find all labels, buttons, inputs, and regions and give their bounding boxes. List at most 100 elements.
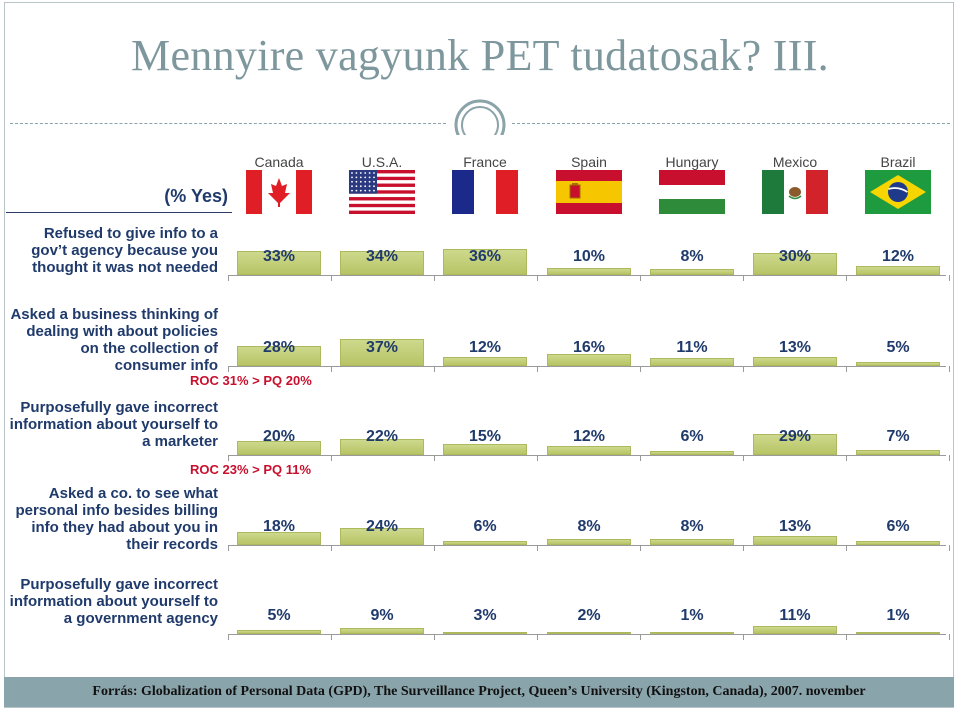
bar	[650, 632, 734, 634]
data-label: 22%	[365, 428, 399, 445]
row-baseline-5	[228, 634, 946, 635]
data-label: 20%	[262, 428, 296, 445]
row-baseline-3	[228, 455, 946, 456]
data-label: 18%	[262, 518, 296, 535]
row-tick	[846, 275, 847, 281]
country-label-4: Spain	[571, 154, 607, 170]
circle-ornament-icon	[452, 95, 508, 135]
data-label: 9%	[370, 607, 394, 624]
row-tick	[743, 634, 744, 640]
data-label: 36%	[468, 248, 502, 265]
bar	[650, 450, 734, 455]
hungary-flag-icon	[659, 170, 725, 214]
bar	[753, 535, 837, 545]
row-baseline-2	[228, 366, 946, 367]
data-label: 12%	[468, 339, 502, 356]
data-label: 12%	[881, 248, 915, 265]
row-tick	[537, 275, 538, 281]
bar	[856, 266, 940, 275]
bar	[443, 540, 527, 545]
brazil-flag-icon	[865, 170, 931, 214]
row-tick	[846, 545, 847, 551]
row-tick	[228, 634, 229, 640]
data-label: 33%	[262, 248, 296, 265]
row-tick	[537, 545, 538, 551]
bar	[547, 632, 631, 634]
usa-flag-icon	[349, 170, 415, 214]
country-label-6: Mexico	[772, 154, 818, 170]
data-label: 11%	[676, 339, 708, 356]
france-flag-icon	[452, 170, 518, 214]
row-tick	[228, 455, 229, 461]
row-baseline-1	[228, 275, 946, 276]
slide-frame	[4, 2, 954, 708]
row-tick	[743, 366, 744, 372]
bar	[547, 267, 631, 275]
data-label: 11%	[779, 607, 811, 624]
title-divider-right	[512, 123, 950, 124]
data-label: 8%	[680, 518, 704, 535]
row-tick	[846, 634, 847, 640]
row-tick	[434, 634, 435, 640]
bar	[753, 434, 837, 455]
question-label-1: Refused to give info to a gov’t agency b…	[31, 225, 218, 276]
bar	[443, 249, 527, 275]
data-label: 6%	[680, 428, 704, 445]
row-tick	[640, 455, 641, 461]
data-label: 29%	[778, 428, 812, 445]
row-tick	[949, 634, 950, 640]
row-tick	[743, 275, 744, 281]
bar	[856, 540, 940, 545]
country-label-2: U.S.A.	[361, 154, 403, 170]
row-baseline-4	[228, 545, 946, 546]
bar	[340, 339, 424, 366]
data-label: 5%	[267, 607, 291, 624]
data-label: 6%	[473, 518, 497, 535]
source-footer: Forrás: Globalization of Personal Data (…	[92, 684, 866, 699]
row-tick	[434, 455, 435, 461]
row-tick	[434, 366, 435, 372]
bar	[547, 446, 631, 455]
annotation-2: ROC 23% > PQ 11%	[190, 462, 312, 477]
country-label-3: France	[463, 154, 507, 170]
data-label: 34%	[365, 248, 399, 265]
row-tick	[434, 545, 435, 551]
data-label: 8%	[577, 518, 601, 535]
bar	[443, 357, 527, 366]
row-tick	[949, 455, 950, 461]
row-tick	[331, 366, 332, 372]
row-tick	[949, 366, 950, 372]
row-tick	[331, 634, 332, 640]
bar	[547, 354, 631, 366]
footer-band: Forrás: Globalization of Personal Data (…	[4, 677, 954, 707]
mexico-flag-icon	[762, 170, 828, 214]
bar	[547, 539, 631, 545]
data-label: 6%	[886, 518, 910, 535]
row-tick	[640, 366, 641, 372]
data-label: 10%	[572, 248, 606, 265]
row-tick	[331, 455, 332, 461]
bar	[340, 250, 424, 275]
row-tick	[949, 275, 950, 281]
unit-label: (% Yes)	[164, 186, 228, 206]
row-tick	[537, 366, 538, 372]
question-label-3: Purposefully gave incorrect information …	[9, 399, 218, 450]
data-label: 1%	[886, 607, 910, 624]
row-tick	[228, 275, 229, 281]
bar	[340, 627, 424, 634]
row-tick	[640, 275, 641, 281]
row-tick	[640, 545, 641, 551]
data-label: 5%	[886, 339, 910, 356]
bar	[650, 269, 734, 275]
country-label-1: Canada	[254, 154, 304, 170]
bar	[237, 532, 321, 545]
question-label-2: Asked a business thinking of dealing wit…	[10, 306, 218, 374]
data-label: 1%	[680, 607, 704, 624]
data-label: 2%	[577, 607, 601, 624]
data-label: 3%	[473, 607, 497, 624]
bar	[856, 632, 940, 634]
bar	[443, 444, 527, 455]
annotation-1: ROC 31% > PQ 20%	[190, 373, 312, 388]
title-divider-left	[10, 123, 446, 124]
